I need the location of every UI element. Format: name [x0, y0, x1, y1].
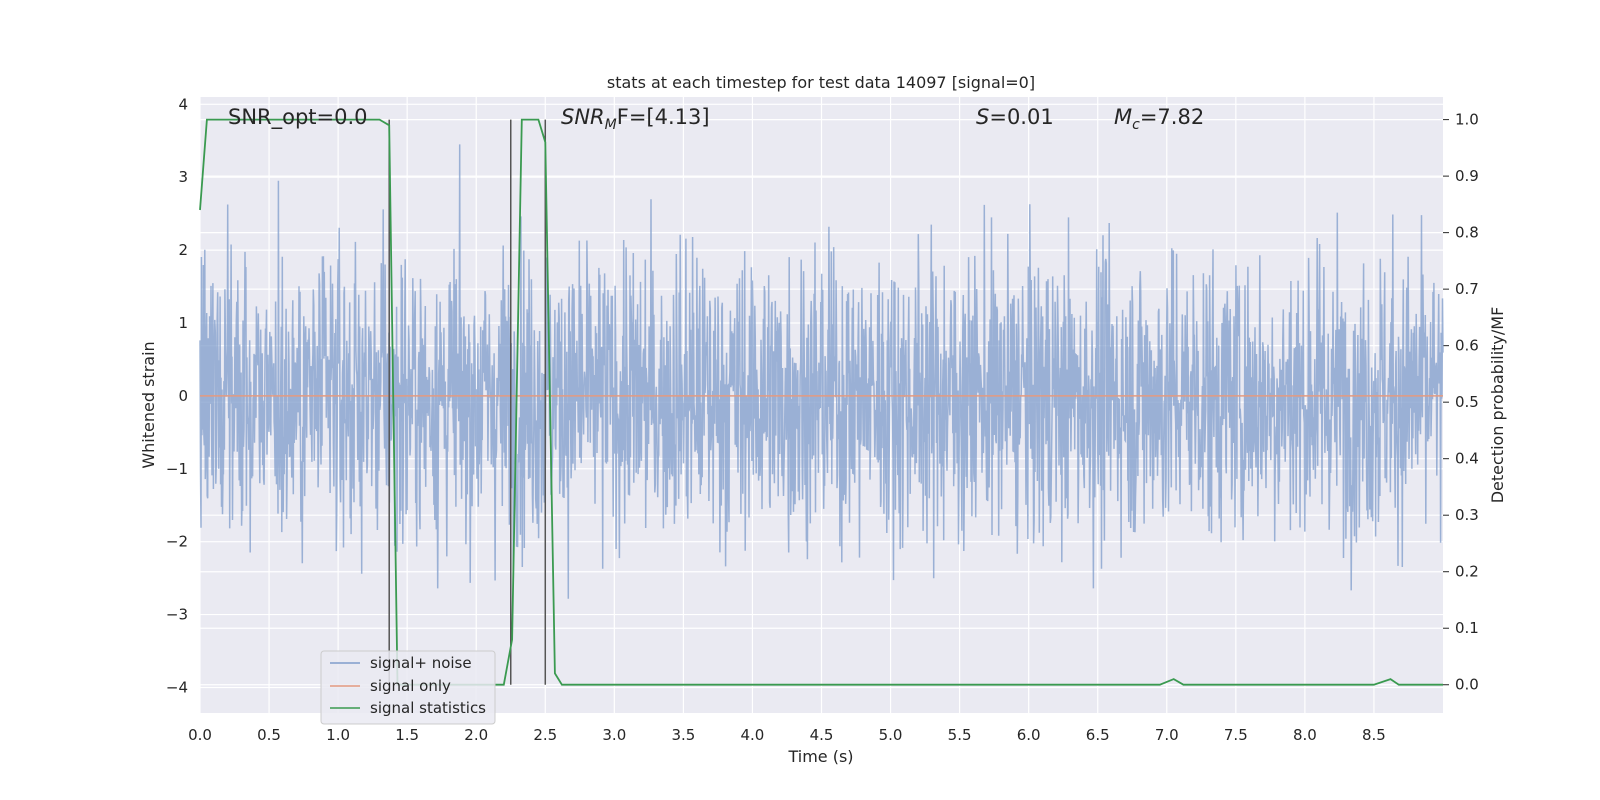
vertical-markers	[388, 119, 547, 685]
legend: signal+ noise signal only signal statist…	[320, 650, 496, 725]
y2-tick-label: 0.8	[1455, 224, 1479, 242]
y2-tick-label: 0.5	[1455, 393, 1479, 411]
left-y-ticks: 4 3 2 1 0 −1 −2 −3 −4	[166, 95, 188, 696]
series-signal-plus-noise	[199, 144, 1444, 599]
x-tick-label: 8.0	[1293, 726, 1317, 744]
y2-tick-label: 0.3	[1455, 506, 1479, 524]
x-tick-label: 1.5	[395, 726, 419, 744]
annotation-mc: Mc=7.82	[1114, 105, 1204, 133]
x-tick-label: 6.5	[1086, 726, 1110, 744]
x-tick-label: 6.0	[1017, 726, 1041, 744]
y2-axis-label: Detection probability/MF	[1488, 307, 1507, 504]
right-y-ticks: 1.0 0.9 0.8 0.7 0.6 0.5 0.4 0.3 0.2 0.1 0.0	[1443, 111, 1479, 694]
x-tick-label: 0.5	[257, 726, 281, 744]
legend-label-signal-only: signal only	[370, 677, 451, 695]
annotation-snr-mf-tail: F=[4.13]	[617, 105, 710, 129]
legend-label-signal-statistics: signal statistics	[370, 699, 486, 717]
x-tick-label: 4.5	[810, 726, 834, 744]
y-tick-label: 2	[178, 241, 188, 259]
y2-tick-label: 0.6	[1455, 337, 1479, 355]
y-tick-label: 3	[178, 168, 188, 186]
series-line-signal-plus-noise	[199, 144, 1444, 599]
x-tick-label: 7.0	[1155, 726, 1179, 744]
x-axis-label: Time (s)	[787, 747, 853, 766]
x-tick-label: 3.5	[671, 726, 695, 744]
y2-tick-label: 0.2	[1455, 563, 1479, 581]
y2-tick-label: 1.0	[1455, 111, 1479, 129]
x-tick-label: 2.5	[533, 726, 557, 744]
chart-title: stats at each timestep for test data 140…	[607, 73, 1035, 92]
series-line-signal-statistics	[199, 118, 1443, 686]
legend-label-signal-plus-noise: signal+ noise	[370, 654, 472, 672]
y2-tick-label: 0.9	[1455, 167, 1479, 185]
y2-tick-label: 0.7	[1455, 280, 1479, 298]
y-tick-label: 1	[178, 314, 188, 332]
annotation-snr-opt: SNR_opt=0.0	[228, 105, 368, 130]
annotation-snr-mf-main: SNR	[561, 105, 605, 129]
y-tick-label: 4	[178, 95, 188, 113]
annotation-s: S=0.01	[976, 105, 1054, 129]
annotation-mc-main: M	[1114, 105, 1132, 129]
y-tick-label: −4	[166, 678, 188, 696]
y2-tick-label: 0.0	[1455, 676, 1479, 694]
annotation-s-main: S	[976, 105, 989, 129]
y-tick-label: 0	[178, 387, 188, 405]
annotation-snr-mf: SNRMF=[4.13]	[561, 105, 710, 133]
series-signal-statistics	[199, 118, 1443, 686]
annotation-mc-sub: c	[1132, 117, 1140, 133]
x-tick-label: 3.0	[602, 726, 626, 744]
annotation-mc-tail: =7.82	[1140, 105, 1204, 129]
x-tick-label: 1.0	[326, 726, 350, 744]
y-axis-label: Whitened strain	[139, 341, 158, 468]
x-ticks: 0.0 0.5 1.0 1.5 2.0 2.5 3.0 3.5 4.0 4.5 5.0 5.5 6.0 6…	[188, 726, 1386, 744]
y-tick-label: −3	[166, 606, 188, 624]
x-tick-label: 8.5	[1362, 726, 1386, 744]
annotation-snr-mf-sub: M	[605, 117, 617, 133]
x-tick-label: 5.0	[879, 726, 903, 744]
x-tick-label: 5.5	[948, 726, 972, 744]
y-tick-label: −2	[166, 533, 188, 551]
y2-tick-label: 0.1	[1455, 619, 1479, 637]
annotation-s-tail: =0.01	[989, 105, 1053, 129]
x-tick-label: 7.5	[1224, 726, 1248, 744]
y2-tick-label: 0.4	[1455, 450, 1479, 468]
y-tick-label: −1	[166, 460, 188, 478]
legend-box	[320, 650, 496, 725]
x-tick-label: 2.0	[464, 726, 488, 744]
x-tick-label: 4.0	[741, 726, 765, 744]
x-tick-label: 0.0	[188, 726, 212, 744]
